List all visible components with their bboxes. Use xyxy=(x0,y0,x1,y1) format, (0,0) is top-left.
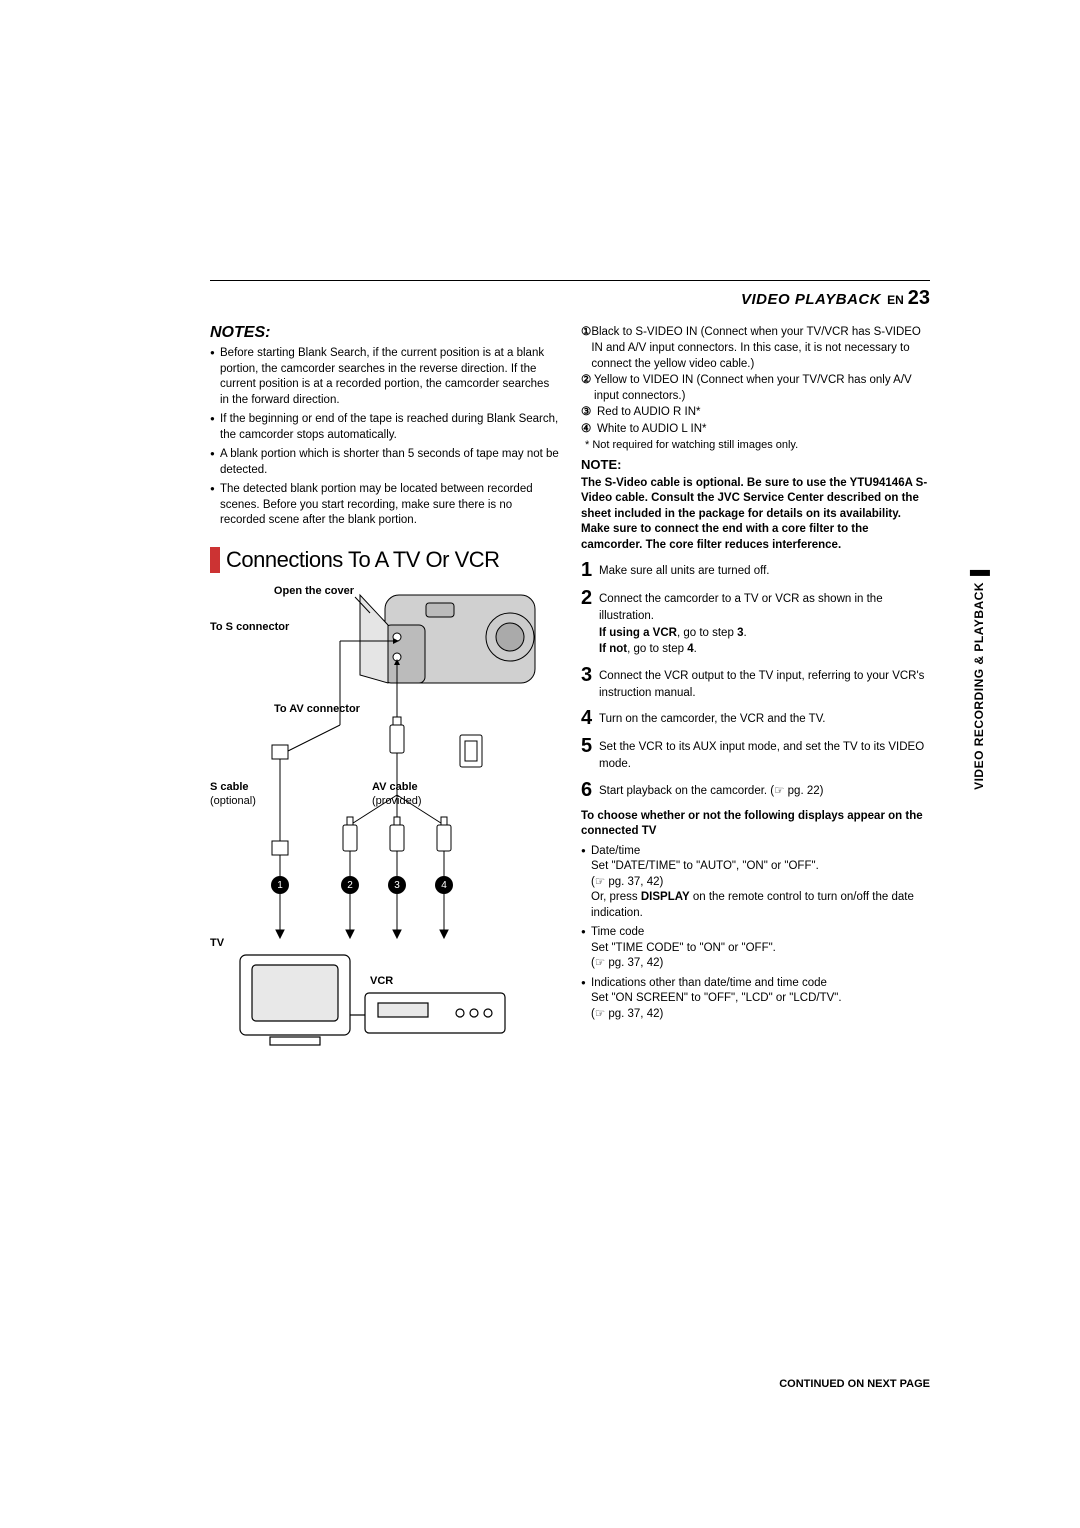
conn-footnote: * Not required for watching still images… xyxy=(581,439,930,451)
label-to-av: To AV connector xyxy=(274,703,360,715)
svg-text:3: 3 xyxy=(394,880,400,891)
notes-heading: NOTES: xyxy=(210,324,559,342)
page-header: VIDEO PLAYBACK EN 23 xyxy=(210,287,930,310)
label-to-s: To S connector xyxy=(210,621,289,633)
display-item: Indications other than date/time and tim… xyxy=(581,976,930,1023)
label-optional: (optional) xyxy=(210,795,256,807)
display-item: Date/time Set "DATE/TIME" to "AUTO", "ON… xyxy=(581,844,930,922)
step-2: 2Connect the camcorder to a TV or VCR as… xyxy=(581,587,930,658)
manual-page: VIDEO PLAYBACK EN 23 NOTES: Before start… xyxy=(210,280,930,1280)
subsection-title: Connections To A TV Or VCR xyxy=(226,547,500,573)
label-vcr: VCR xyxy=(370,975,393,987)
connector-list: ①Black to S-VIDEO IN (Connect when your … xyxy=(581,324,930,437)
svg-text:4: 4 xyxy=(441,880,447,891)
right-column: ①Black to S-VIDEO IN (Connect when your … xyxy=(581,324,930,1065)
side-tab: VIDEO RECORDING & PLAYBACK xyxy=(970,570,990,790)
step-1: 1Make sure all units are turned off. xyxy=(581,559,930,581)
conn-item: Red to AUDIO R IN* xyxy=(597,404,701,420)
svg-text:2: 2 xyxy=(347,880,353,891)
notes-list: Before starting Blank Search, if the cur… xyxy=(210,346,559,529)
conn-item: White to AUDIO L IN* xyxy=(597,421,707,437)
svg-text:1: 1 xyxy=(277,880,283,891)
label-provided: (provided) xyxy=(372,795,422,807)
label-tv: TV xyxy=(210,937,224,949)
step-5: 5Set the VCR to its AUX input mode, and … xyxy=(581,735,930,772)
header-section: VIDEO PLAYBACK xyxy=(741,291,881,308)
label-open-cover: Open the cover xyxy=(264,585,354,597)
label-s-cable: S cable xyxy=(210,781,249,793)
note-item: A blank portion which is shorter than 5 … xyxy=(210,447,559,478)
display-item: Time code Set "TIME CODE" to "ON" or "OF… xyxy=(581,925,930,972)
note-item: The detected blank portion may be locate… xyxy=(210,482,559,529)
display-heading: To choose whether or not the following d… xyxy=(581,809,930,840)
conn-item: Black to S-VIDEO IN (Connect when your T… xyxy=(591,324,930,372)
left-column: NOTES: Before starting Blank Search, if … xyxy=(210,324,559,1065)
note-item: Before starting Blank Search, if the cur… xyxy=(210,346,559,408)
label-av-cable: AV cable xyxy=(372,781,418,793)
header-page-number: 23 xyxy=(908,287,930,310)
connection-diagram: 1 2 3 4 xyxy=(210,585,559,1065)
step-6: 6Start playback on the camcorder. (☞ pg.… xyxy=(581,779,930,801)
note-heading: NOTE: xyxy=(581,457,930,472)
display-list: Date/time Set "DATE/TIME" to "AUTO", "ON… xyxy=(581,844,930,1023)
step-3: 3Connect the VCR output to the TV input,… xyxy=(581,664,930,701)
header-lang: EN xyxy=(887,293,904,307)
header-rule xyxy=(210,280,930,281)
note-body: The S-Video cable is optional. Be sure t… xyxy=(581,476,930,554)
subsection-stripe xyxy=(210,547,220,573)
step-4: 4Turn on the camcorder, the VCR and the … xyxy=(581,707,930,729)
diagram-svg: 1 2 3 4 xyxy=(210,585,550,1065)
note-item: If the beginning or end of the tape is r… xyxy=(210,412,559,443)
continued-footer: CONTINUED ON NEXT PAGE xyxy=(779,1378,930,1390)
side-tab-mark xyxy=(970,570,990,576)
subsection-heading: Connections To A TV Or VCR xyxy=(210,547,559,573)
conn-item: Yellow to VIDEO IN (Connect when your TV… xyxy=(594,372,930,404)
